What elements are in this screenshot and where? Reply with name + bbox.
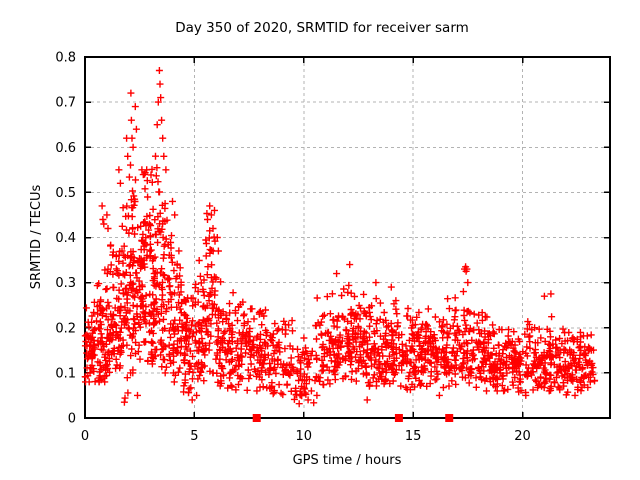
y-tick-label: 0.4 bbox=[55, 231, 76, 246]
data-points-plus bbox=[81, 67, 599, 408]
y-axis-label: SRMTID / TECUs bbox=[29, 185, 44, 290]
y-tick-label: 0.6 bbox=[55, 141, 76, 156]
y-tick-label: 0.1 bbox=[55, 366, 76, 381]
x-tick-label: 0 bbox=[81, 429, 89, 444]
zero-flag-square bbox=[394, 414, 403, 422]
zero-flag-square bbox=[445, 414, 454, 422]
x-tick-label: 20 bbox=[514, 429, 531, 444]
zero-flag-square bbox=[252, 414, 261, 422]
y-tick-label: 0.5 bbox=[55, 186, 76, 201]
x-tick-label: 15 bbox=[405, 429, 422, 444]
x-tick-label: 10 bbox=[295, 429, 312, 444]
y-tick-label: 0.2 bbox=[55, 321, 76, 336]
y-tick-label: 0.8 bbox=[55, 51, 76, 66]
data-points-layer bbox=[81, 67, 599, 422]
plot-border bbox=[84, 56, 611, 419]
y-tick-label: 0 bbox=[68, 412, 76, 427]
x-axis-label: GPS time / hours bbox=[293, 453, 402, 468]
x-tick-label: 5 bbox=[190, 429, 198, 444]
chart-title: Day 350 of 2020, SRMTID for receiver sar… bbox=[175, 20, 469, 36]
tick-labels: 0 5 10 15 20 0 0.1 0.2 0.3 0.4 0.5 0.6 0.7 0.8 bbox=[55, 51, 530, 445]
y-tick-label: 0.7 bbox=[55, 96, 76, 111]
y-tick-label: 0.3 bbox=[55, 276, 76, 291]
